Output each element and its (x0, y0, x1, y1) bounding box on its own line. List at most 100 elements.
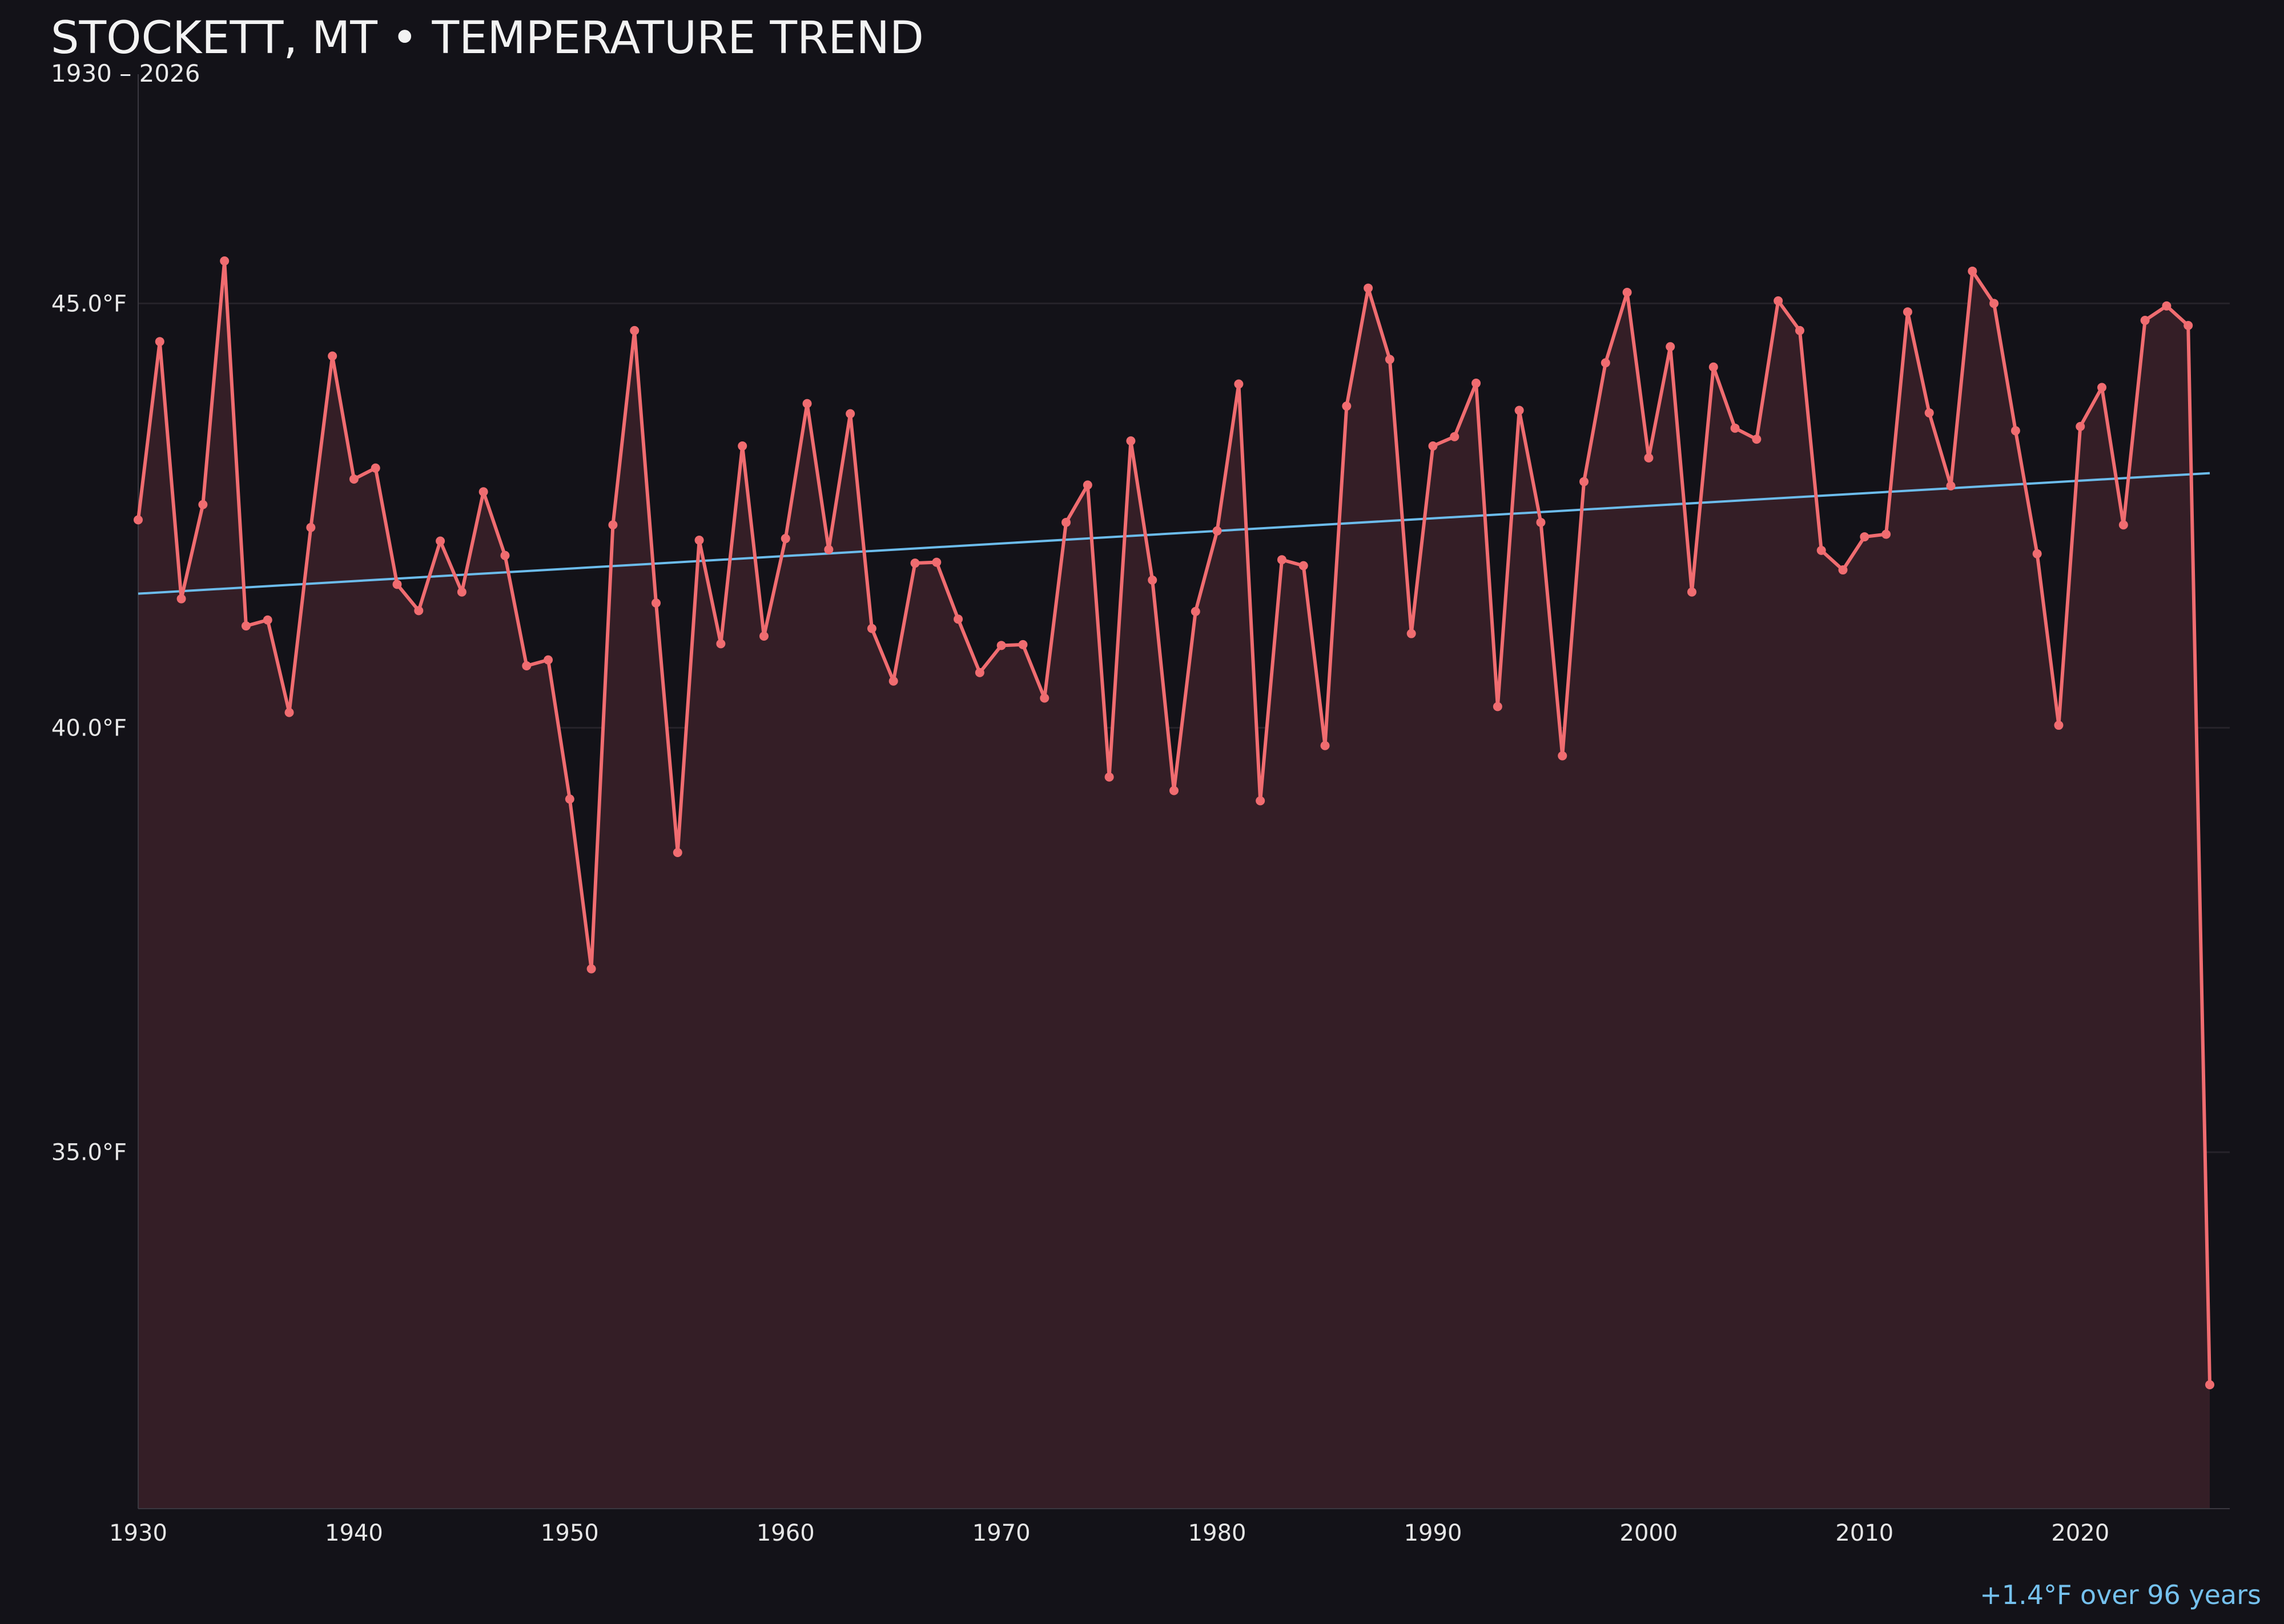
y-tick-labels: 35.0°F 40.0°F 45.0°F (51, 291, 127, 1165)
data-point (284, 708, 294, 717)
data-point (500, 550, 510, 560)
chart-title: STOCKETT, MT • TEMPERATURE TREND (51, 13, 924, 64)
data-point (1148, 575, 1157, 585)
data-point (1234, 379, 1244, 389)
data-point (1385, 355, 1394, 364)
data-point (1816, 545, 1826, 555)
data-point (1730, 423, 1740, 433)
data-point (586, 964, 596, 974)
chart-subtitle: 1930 – 2026 (51, 59, 200, 87)
data-point (1277, 555, 1286, 565)
data-point (2076, 421, 2085, 431)
data-point (954, 614, 963, 624)
data-point (328, 351, 337, 361)
x-tick-label: 1970 (972, 1520, 1031, 1546)
data-point (2205, 1380, 2214, 1389)
data-point (1191, 606, 1200, 616)
data-point (2032, 549, 2042, 558)
y-tick-label: 35.0°F (51, 1140, 127, 1166)
data-point (134, 515, 143, 525)
data-point (522, 661, 532, 671)
data-point (1342, 401, 1352, 411)
data-point (630, 325, 640, 335)
data-point (1536, 517, 1546, 527)
trend-summary: +1.4°F over 96 years (1980, 1579, 2261, 1610)
data-point (1968, 266, 1977, 276)
data-point (371, 463, 380, 473)
data-point (652, 598, 661, 608)
x-tick-label: 1950 (541, 1520, 599, 1546)
data-point (1644, 453, 1654, 463)
data-point (1514, 405, 1524, 415)
x-tick-label: 1960 (757, 1520, 815, 1546)
data-point (1622, 288, 1632, 298)
data-point (716, 639, 726, 649)
x-tick-label: 2000 (1620, 1520, 1678, 1546)
data-point (155, 337, 164, 347)
data-point (1903, 307, 1912, 317)
data-points (134, 256, 2214, 1389)
data-point (888, 676, 898, 686)
data-point (2010, 426, 2020, 436)
trend-line (138, 472, 2210, 595)
data-point (867, 624, 876, 633)
data-point (2162, 301, 2172, 311)
data-point (1601, 358, 1610, 368)
data-point (1579, 477, 1589, 487)
data-point (436, 536, 445, 546)
data-point (1104, 772, 1114, 782)
data-point (1298, 561, 1308, 570)
data-point (478, 487, 488, 497)
data-point (608, 520, 618, 530)
data-point (996, 641, 1006, 650)
data-point (1169, 786, 1179, 795)
data-point (1364, 283, 1373, 293)
data-point (1946, 481, 1956, 491)
data-point (910, 558, 920, 568)
data-point (1428, 441, 1438, 451)
x-tick-label: 2020 (2051, 1520, 2109, 1546)
data-point (1687, 587, 1696, 597)
data-point (544, 655, 553, 665)
data-point (1040, 693, 1049, 703)
data-point (1774, 296, 1783, 305)
data-point (457, 587, 467, 597)
data-point (975, 668, 984, 677)
temperature-area (138, 261, 2210, 1509)
data-point (932, 557, 942, 567)
y-tick-label: 45.0°F (51, 291, 127, 317)
data-point (802, 399, 812, 408)
data-point (781, 534, 790, 544)
data-point (392, 580, 402, 589)
data-point (1666, 342, 1675, 352)
y-tick-label: 40.0°F (51, 715, 127, 742)
data-point (1708, 362, 1718, 372)
data-point (1320, 741, 1330, 750)
data-point (1989, 299, 1999, 308)
data-point (241, 621, 251, 631)
data-point (220, 256, 230, 266)
data-point (846, 409, 855, 419)
data-point (1212, 526, 1222, 536)
x-tick-label: 1940 (325, 1520, 383, 1546)
data-point (2118, 520, 2128, 530)
data-point (1083, 480, 1092, 490)
data-point (1752, 435, 1762, 444)
data-point (2097, 383, 2107, 392)
data-point (1406, 629, 1416, 638)
data-point (1126, 436, 1136, 446)
data-point (759, 631, 769, 641)
data-point (414, 606, 424, 616)
data-point (2054, 721, 2064, 730)
data-point (738, 441, 747, 451)
data-point (1881, 529, 1891, 539)
data-point (2184, 320, 2193, 330)
data-point (1450, 432, 1459, 441)
data-point (1795, 325, 1804, 335)
data-point (1061, 517, 1071, 527)
data-point (1860, 532, 1869, 542)
data-point (824, 545, 834, 554)
data-point (198, 500, 208, 509)
x-tick-label: 1930 (109, 1520, 167, 1546)
